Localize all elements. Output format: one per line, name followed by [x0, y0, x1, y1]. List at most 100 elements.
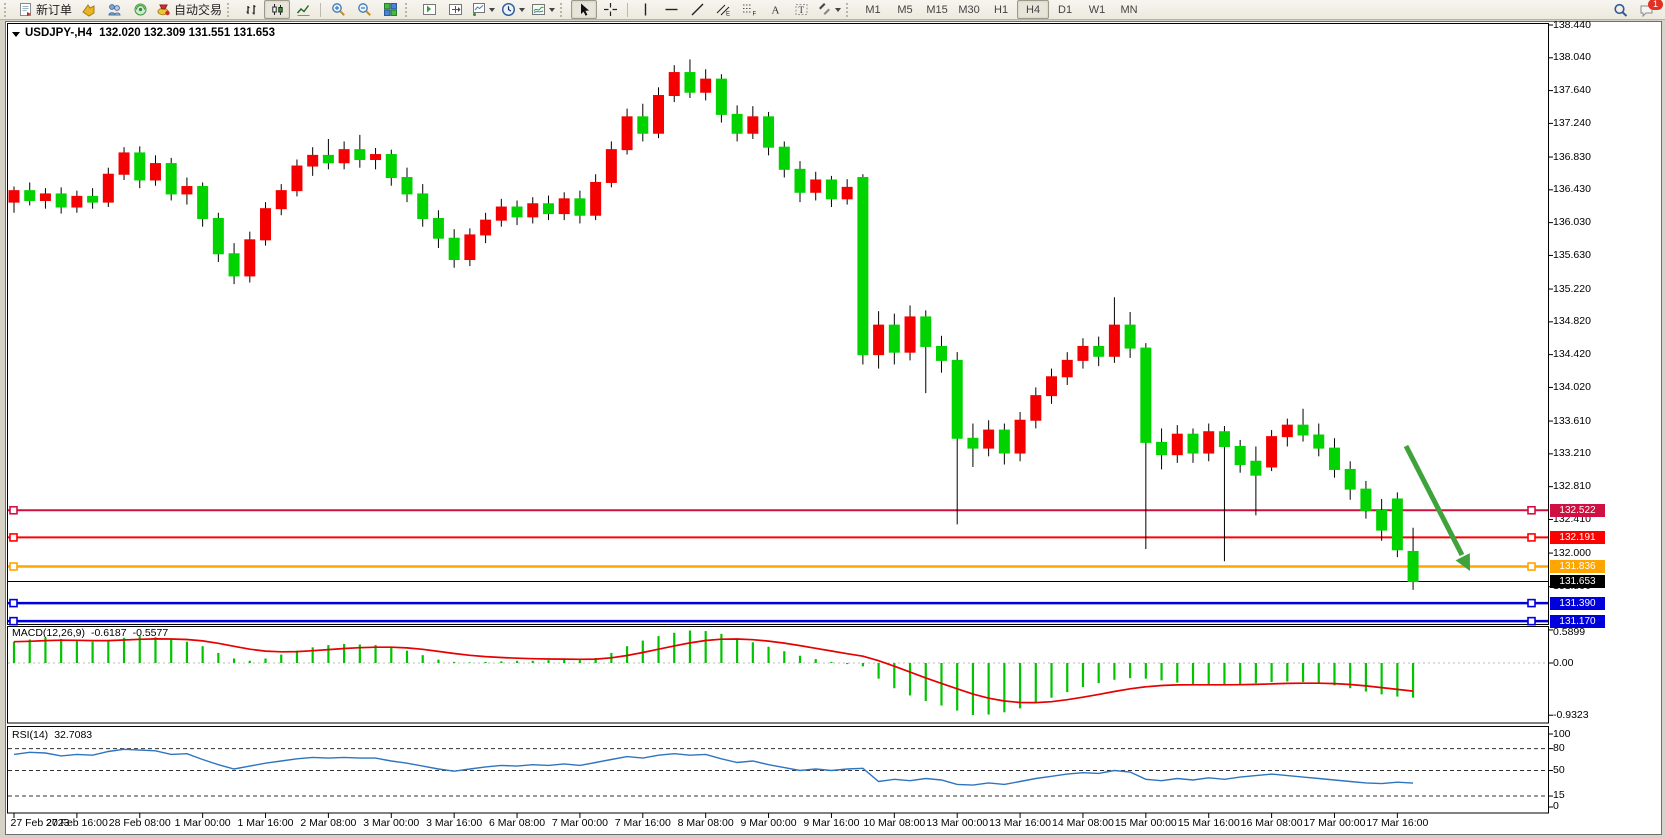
- notifications-button[interactable]: 1: [1633, 0, 1663, 20]
- new-order-icon: [18, 2, 33, 17]
- cursor-button[interactable]: [571, 0, 598, 19]
- market-watch-button[interactable]: [75, 0, 101, 19]
- text-button[interactable]: [762, 0, 788, 19]
- date-tick-label: 2 Mar 08:00: [300, 817, 357, 829]
- search-icon: [1613, 3, 1628, 18]
- arrows-dropdown-button[interactable]: [814, 0, 844, 19]
- macd-indicator-label: MACD(12,26,9) -0.6187 -0.5577: [12, 627, 168, 639]
- price-tick-label: 135.220: [1553, 282, 1591, 295]
- auto-scroll-icon: [422, 2, 437, 17]
- macd-main-value: -0.6187: [90, 627, 127, 639]
- date-tick-label: 10 Mar 08:00: [863, 817, 926, 829]
- macd-scale-max: 0.5899: [1553, 626, 1586, 638]
- chart-symbol-period: USDJPY-,H4: [25, 27, 93, 39]
- data-window-icon: [107, 2, 122, 17]
- vertical-line-button[interactable]: [632, 0, 658, 19]
- timeframe-button-M30[interactable]: M30: [958, 3, 980, 16]
- rsi-level-100: 100: [1553, 728, 1571, 740]
- timeframe-button-M5[interactable]: M5: [897, 3, 913, 16]
- periods-dropdown-button[interactable]: [498, 0, 528, 19]
- timeframe-button-M15[interactable]: M15: [926, 3, 948, 16]
- date-tick-label: 13 Mar 16:00: [989, 817, 1052, 829]
- rsi-level-0: 0: [1553, 800, 1559, 812]
- template-icon: [531, 2, 546, 17]
- rsi-indicator-label: RSI(14) 32.7083: [12, 729, 92, 741]
- toolbar-drag-handle[interactable]: [405, 2, 412, 17]
- price-tick-label: 133.210: [1553, 447, 1591, 460]
- date-tick-label: 9 Mar 00:00: [740, 817, 797, 829]
- notification-badge: 1: [1648, 0, 1663, 10]
- date-tick-label: 17 Mar 16:00: [1366, 817, 1429, 829]
- price-badge-131.836: 131.836: [1550, 560, 1605, 574]
- line-chart-button[interactable]: [290, 0, 316, 19]
- date-tick-label: 27 Feb 16:00: [45, 817, 108, 829]
- price-tick-label: 133.610: [1553, 414, 1591, 427]
- toolbar-drag-handle[interactable]: [560, 2, 567, 17]
- price-tick-label: 134.820: [1553, 315, 1591, 328]
- toolbar-drag-handle[interactable]: [227, 2, 234, 17]
- date-tick-label: 7 Mar 00:00: [551, 817, 608, 829]
- search-button[interactable]: [1607, 1, 1633, 20]
- chevron-down-icon: [489, 7, 496, 12]
- auto-trading-button[interactable]: 自动交易: [153, 0, 225, 19]
- date-tick-label: 7 Mar 16:00: [614, 817, 671, 829]
- templates-dropdown-button[interactable]: [528, 0, 558, 19]
- chart-ohlc-values: 132.020 132.309 131.551 131.653: [99, 27, 275, 39]
- chart-shift-button[interactable]: [442, 0, 468, 19]
- date-tick-label: 13 Mar 00:00: [926, 817, 989, 829]
- auto-scroll-button[interactable]: [416, 0, 442, 19]
- tile-windows-button[interactable]: [377, 0, 403, 19]
- new-order-button[interactable]: 新订单: [15, 0, 75, 19]
- add-indicator-icon: [471, 2, 486, 17]
- clock-icon: [501, 2, 516, 17]
- date-tick-label: 28 Feb 08:00: [108, 817, 171, 829]
- candlestick-chart-button[interactable]: [264, 0, 291, 19]
- indicators-dropdown-button[interactable]: [468, 0, 498, 19]
- price-tick-label: 136.430: [1553, 183, 1591, 196]
- timeframe-button-MN[interactable]: MN: [1120, 3, 1138, 16]
- date-tick-label: 1 Mar 16:00: [237, 817, 294, 829]
- chart-window[interactable]: [5, 21, 1662, 835]
- macd-signal-value: -0.5577: [132, 627, 169, 639]
- arrows-icon: [817, 2, 832, 17]
- toolbar-drag-handle[interactable]: [846, 2, 853, 17]
- price-tick-label: 136.830: [1553, 150, 1591, 163]
- timeframe-button-W1[interactable]: W1: [1088, 3, 1106, 16]
- zoom-in-button[interactable]: [325, 0, 351, 19]
- timeframe-button-H1[interactable]: H1: [994, 3, 1009, 16]
- rsi-level-80: 80: [1553, 742, 1565, 754]
- date-tick-label: 15 Mar 00:00: [1114, 817, 1177, 829]
- channel-button[interactable]: [710, 0, 736, 19]
- price-tick-label: 132.810: [1553, 480, 1591, 493]
- bar-chart-button[interactable]: [238, 0, 264, 19]
- symbol-dropdown-icon[interactable]: [12, 31, 20, 37]
- date-tick-label: 16 Mar 08:00: [1240, 817, 1303, 829]
- navigator-button[interactable]: [127, 0, 153, 19]
- price-tick-label: 134.420: [1553, 348, 1591, 361]
- toolbar-drag-handle[interactable]: [4, 2, 11, 17]
- rsi-level-15: 15: [1553, 789, 1565, 801]
- new-order-label: 新订单: [36, 3, 73, 17]
- data-window-button[interactable]: [101, 0, 127, 19]
- text-label-button[interactable]: [788, 0, 814, 19]
- equidistant-channel-icon: [716, 2, 731, 17]
- horizontal-line-button[interactable]: [658, 0, 684, 19]
- crosshair-button[interactable]: [597, 0, 623, 19]
- date-tick-label: 8 Mar 08:00: [677, 817, 734, 829]
- candlestick-chart-icon: [270, 2, 285, 17]
- timeframe-button-H4[interactable]: H4: [1017, 0, 1050, 19]
- chart-title[interactable]: USDJPY-,H4 132.020 132.309 131.551 131.6…: [12, 27, 275, 39]
- timeframe-button-D1[interactable]: D1: [1058, 3, 1073, 16]
- zoom-out-button[interactable]: [351, 0, 377, 19]
- chevron-down-icon: [519, 7, 526, 12]
- date-tick-label: 6 Mar 08:00: [489, 817, 546, 829]
- zoom-out-icon: [357, 2, 372, 17]
- fibonacci-button[interactable]: [736, 0, 762, 19]
- auto-trading-label: 自动交易: [174, 3, 223, 17]
- timeframe-button-M1[interactable]: M1: [865, 3, 881, 16]
- macd-scale-min: -0.9323: [1553, 709, 1589, 721]
- trendline-button[interactable]: [684, 0, 710, 19]
- chevron-down-icon: [549, 7, 556, 12]
- bar-chart-icon: [244, 2, 259, 17]
- price-tick-label: 138.440: [1553, 18, 1591, 31]
